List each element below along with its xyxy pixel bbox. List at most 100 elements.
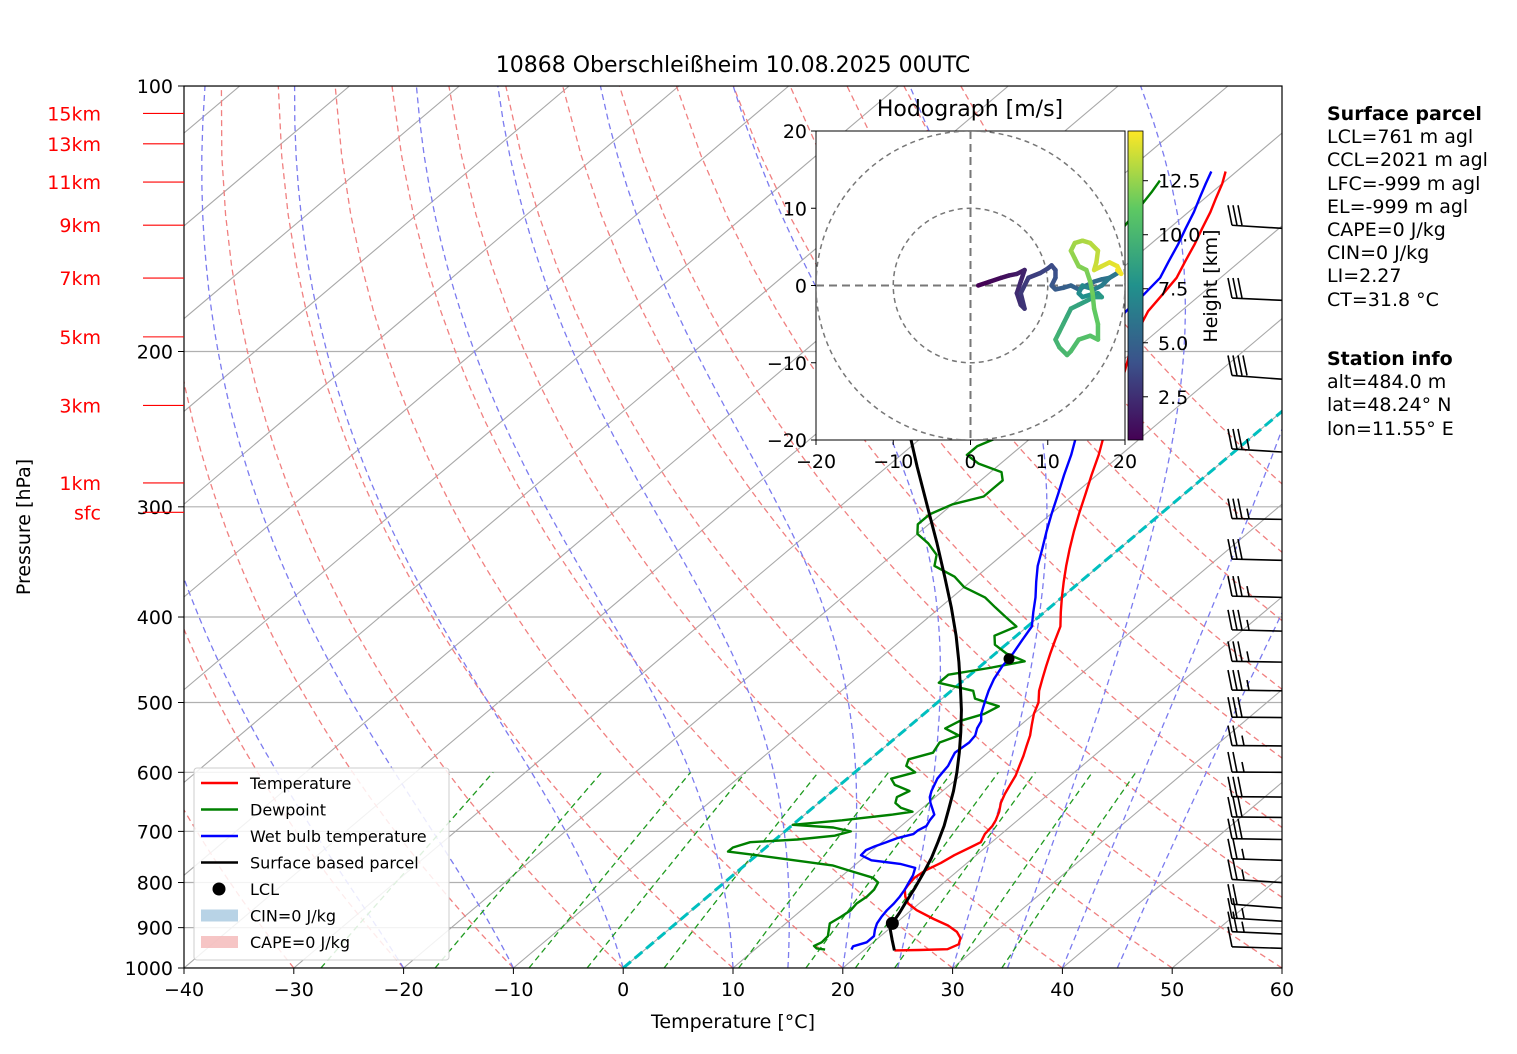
legend-patch	[201, 936, 238, 948]
barb-flag	[1227, 641, 1233, 662]
barb-half-flag	[1241, 869, 1245, 880]
barb-flag	[1237, 818, 1243, 839]
barb-flag	[1237, 776, 1243, 797]
station-lon: lon=11.55° E	[1327, 417, 1454, 440]
barb-shaft	[1231, 660, 1283, 663]
barb-flag	[1227, 725, 1233, 746]
moist-adiabat	[1006, 86, 1187, 968]
barb-flag	[1227, 697, 1233, 718]
wind-barb	[1227, 697, 1283, 719]
barb-flag	[1237, 796, 1243, 818]
barb-flag	[1227, 859, 1233, 880]
isotherm	[513, 317, 1282, 968]
wind-barb	[1227, 205, 1283, 230]
barb-shaft	[1231, 595, 1283, 599]
barb-flag	[1237, 669, 1243, 691]
barb-shaft	[1231, 837, 1283, 841]
barb-flag	[1227, 575, 1233, 597]
barb-shaft	[1231, 689, 1283, 692]
barb-flag	[1227, 205, 1233, 226]
y-tick-label: 700	[137, 821, 173, 843]
barb-shaft	[1231, 297, 1283, 302]
barb-flag	[1232, 751, 1238, 773]
parcel-lfc: LFC=-999 m agl	[1327, 172, 1481, 195]
wind-barb	[1227, 575, 1283, 599]
isotherm	[184, 86, 899, 691]
barb-flag	[1232, 428, 1238, 450]
height-label: 3km	[59, 395, 101, 417]
x-tick-label: −30	[274, 979, 314, 1001]
hodograph-segment	[1091, 306, 1101, 327]
barb-flag	[1237, 428, 1243, 450]
barb-flag	[1232, 897, 1238, 919]
barb-flag	[1232, 884, 1238, 905]
y-tick-label: 400	[137, 607, 173, 629]
mixing-ratio-line	[894, 771, 1036, 968]
hodograph-segment	[1115, 267, 1124, 277]
parcel-cape: CAPE=0 J/kg	[1327, 219, 1446, 242]
barb-half-flag	[1241, 907, 1245, 919]
mixing-ratio-line	[805, 771, 953, 968]
dry-adiabat	[391, 86, 953, 968]
isotherm	[842, 596, 1282, 968]
parcel-li: LI=2.27	[1327, 265, 1402, 288]
parcel-lcl: LCL=761 m agl	[1327, 126, 1474, 149]
barb-flag	[1237, 498, 1243, 519]
height-label: 11km	[47, 172, 101, 194]
mixing-ratio-line	[586, 771, 747, 968]
y-axis: 100 200 300 400 500 600 700 800 900 1000	[125, 76, 184, 980]
legend-label: LCL	[250, 880, 279, 899]
y-tick-label: 900	[137, 918, 173, 940]
isotherm	[184, 86, 460, 320]
mixing-ratio-line	[528, 771, 692, 968]
barb-flag	[1227, 538, 1233, 560]
colorbar-tick-label: 10.0	[1158, 225, 1200, 247]
hodograph-segment	[1068, 337, 1081, 354]
barb-flag	[1227, 818, 1233, 839]
height-label: 1km	[59, 473, 101, 495]
y-tick-label: 800	[137, 873, 173, 895]
series-surface-based-parcel	[888, 200, 963, 951]
parcel-cin: CIN=0 J/kg	[1327, 242, 1430, 265]
barb-flag	[1227, 796, 1233, 818]
barb-flag	[1232, 355, 1238, 376]
barb-flag	[1227, 277, 1233, 299]
moist-adiabat	[1116, 611, 1282, 968]
barb-flag	[1232, 725, 1238, 746]
isotherm	[732, 503, 1282, 968]
y-tick-label: 500	[137, 692, 173, 714]
y-tick-label: 200	[137, 342, 173, 364]
barb-flag	[1227, 669, 1233, 691]
barb-shaft	[1231, 448, 1283, 453]
hodo-y-tick-label: 0	[795, 276, 807, 298]
isotherm	[184, 86, 570, 413]
hodo-x-tick-label: 20	[1113, 451, 1137, 473]
mixing-ratio-line	[954, 771, 1093, 968]
wind-barb	[1227, 538, 1283, 562]
barb-flag	[1227, 355, 1233, 376]
hodo-y-tick-label: −10	[767, 353, 807, 375]
parcel-ccl: CCL=2021 m agl	[1327, 149, 1488, 172]
barb-flag	[1227, 838, 1233, 859]
wind-barb	[1227, 818, 1283, 841]
wind-barbs	[1227, 205, 1283, 950]
hodo-x-tick-label: −10	[873, 451, 913, 473]
x-tick-label: −10	[493, 979, 533, 1001]
barb-half-flag	[1241, 761, 1245, 773]
hodograph: Hodograph [m/s] −20 −10 0 10 20 20 10 0 −10 −20 1…	[767, 97, 1222, 473]
barb-shaft	[1231, 224, 1283, 230]
mixing-ratio-line	[663, 771, 819, 968]
barb-shaft	[1231, 517, 1283, 521]
colorbar-tick-label: 5.0	[1158, 333, 1188, 355]
barb-flag	[1232, 205, 1238, 226]
barb-flag	[1227, 897, 1233, 919]
barb-flag	[1232, 641, 1238, 662]
height-label: 13km	[47, 134, 101, 156]
barb-flag	[1237, 697, 1243, 718]
barb-half-flag	[1241, 735, 1245, 746]
isotherm	[293, 132, 1282, 968]
wind-barb	[1227, 897, 1283, 923]
mixing-ratio-line	[1001, 771, 1137, 968]
legend-label: Wet bulb temperature	[250, 827, 427, 846]
barb-shaft	[1231, 629, 1283, 632]
